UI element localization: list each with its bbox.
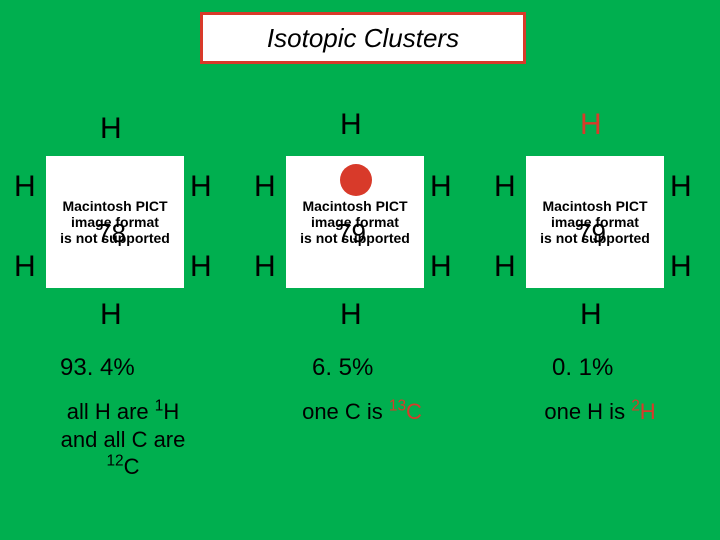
- desc-superscript: 12: [106, 453, 123, 470]
- benzene-h-label: H: [494, 250, 516, 284]
- benzene-h-label: H: [580, 298, 602, 332]
- desc-text: C: [124, 454, 140, 479]
- benzene-h-label: H: [494, 170, 516, 204]
- desc-text: C: [406, 399, 422, 424]
- desc-superscript: 13: [389, 398, 406, 415]
- abundance-percent: 93. 4%: [60, 354, 135, 382]
- benzene-h-label: H: [580, 108, 602, 142]
- desc-text: one H is: [544, 399, 631, 424]
- isotope-description: all H are 1H and all C are 12C: [48, 398, 198, 481]
- abundance-percent: 0. 1%: [552, 354, 613, 382]
- benzene-h-label: H: [14, 250, 36, 284]
- mass-label: 79: [337, 218, 366, 249]
- mass-label: 79: [577, 218, 606, 249]
- benzene-h-label: H: [430, 170, 452, 204]
- benzene-h-label: H: [190, 250, 212, 284]
- benzene-h-label: H: [254, 250, 276, 284]
- isotope-marker-dot: [340, 164, 372, 196]
- benzene-h-label: H: [340, 298, 362, 332]
- pict-placeholder-line: Macintosh PICT: [46, 198, 184, 214]
- pict-placeholder-line: Macintosh PICT: [526, 198, 664, 214]
- benzene-h-label: H: [430, 250, 452, 284]
- benzene-h-label: H: [254, 170, 276, 204]
- isotope-description: one C is 13C: [272, 398, 452, 426]
- desc-text: one C is: [302, 399, 389, 424]
- desc-text: H: [640, 399, 656, 424]
- desc-superscript: 2: [631, 398, 640, 415]
- pict-placeholder-line: Macintosh PICT: [286, 198, 424, 214]
- title-text: Isotopic Clusters: [267, 23, 459, 54]
- benzene-h-label: H: [100, 298, 122, 332]
- isotope-description: one H is 2H: [510, 398, 690, 426]
- abundance-percent: 6. 5%: [312, 354, 373, 382]
- benzene-h-label: H: [670, 250, 692, 284]
- benzene-h-label: H: [14, 170, 36, 204]
- title-box: Isotopic Clusters: [200, 12, 526, 64]
- benzene-h-label: H: [670, 170, 692, 204]
- benzene-h-label: H: [100, 112, 122, 146]
- benzene-h-label: H: [340, 108, 362, 142]
- mass-label: 78: [97, 218, 126, 249]
- benzene-h-label: H: [190, 170, 212, 204]
- desc-text: all H are: [67, 399, 155, 424]
